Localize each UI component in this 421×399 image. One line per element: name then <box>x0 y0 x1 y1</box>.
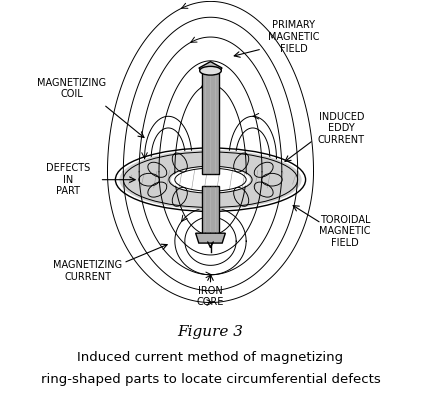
Text: INDUCED
EDDY
CURRENT: INDUCED EDDY CURRENT <box>318 112 365 145</box>
Text: PRIMARY
MAGNETIC
FIELD: PRIMARY MAGNETIC FIELD <box>268 20 320 53</box>
Polygon shape <box>199 61 222 73</box>
Ellipse shape <box>120 150 301 209</box>
Text: ring-shaped parts to locate circumferential defects: ring-shaped parts to locate circumferent… <box>40 373 381 386</box>
Polygon shape <box>196 233 225 243</box>
Text: MAGNETIZING
COIL: MAGNETIZING COIL <box>37 78 107 99</box>
Text: Figure 3: Figure 3 <box>178 325 243 339</box>
FancyBboxPatch shape <box>202 73 219 174</box>
Ellipse shape <box>200 66 221 75</box>
Text: MAGNETIZING
CURRENT: MAGNETIZING CURRENT <box>53 260 122 282</box>
Text: Induced current method of magnetizing: Induced current method of magnetizing <box>77 352 344 365</box>
Text: IRON
CORE: IRON CORE <box>197 286 224 307</box>
Text: DEFECTS
IN
PART: DEFECTS IN PART <box>46 163 90 196</box>
Text: TOROIDAL
MAGNETIC
FIELD: TOROIDAL MAGNETIC FIELD <box>320 215 371 248</box>
Ellipse shape <box>171 167 250 193</box>
FancyBboxPatch shape <box>202 186 219 233</box>
